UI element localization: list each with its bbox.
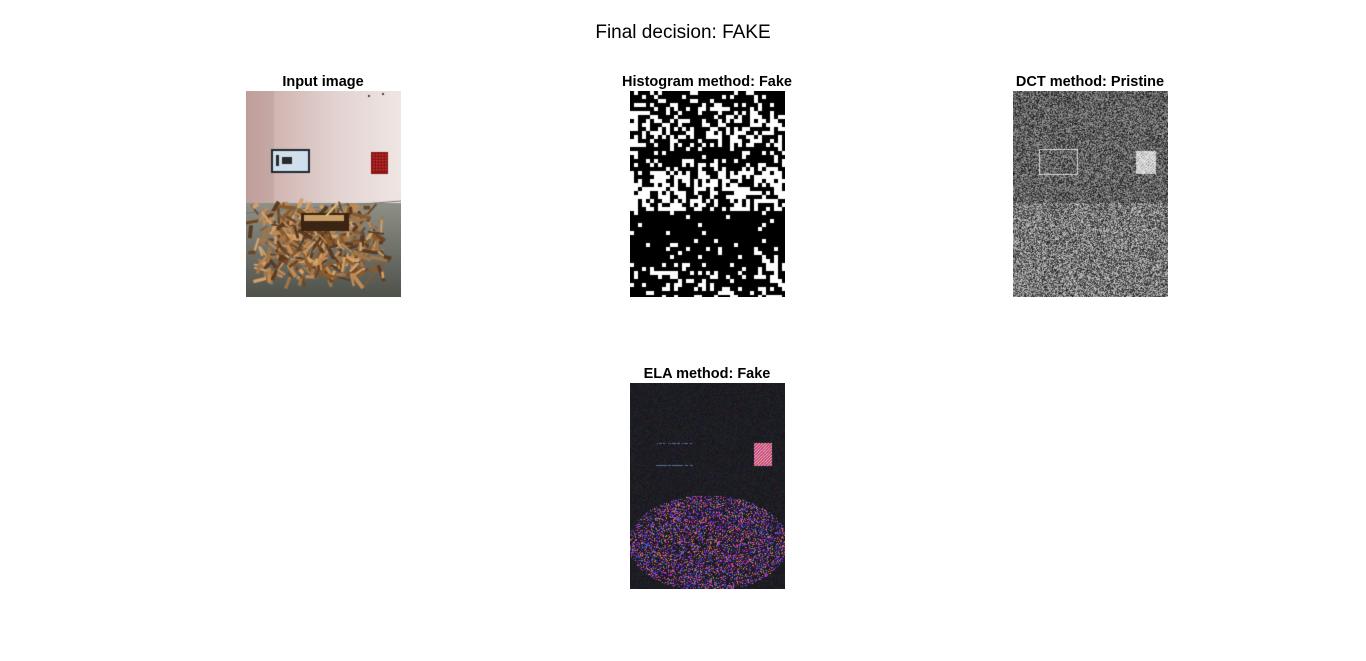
input-image-panel: Input image xyxy=(193,73,453,297)
final-decision-title: Final decision: FAKE xyxy=(595,22,771,43)
histogram-method-panel: Histogram method: Fake xyxy=(577,73,837,297)
input-image xyxy=(245,91,401,297)
ela-method-panel: ELA method: Fake xyxy=(577,365,837,589)
dct-method-panel: DCT method: Pristine xyxy=(960,73,1220,297)
ela-map-image xyxy=(629,383,785,589)
ela-method-title: ELA method: Fake xyxy=(643,366,771,382)
histogram-method-title: Histogram method: Fake xyxy=(622,74,792,90)
input-image-title: Input image xyxy=(282,74,364,90)
histogram-mask-image xyxy=(629,91,785,297)
dct-map-image xyxy=(1012,91,1168,297)
dct-method-title: DCT method: Pristine xyxy=(1015,74,1165,90)
